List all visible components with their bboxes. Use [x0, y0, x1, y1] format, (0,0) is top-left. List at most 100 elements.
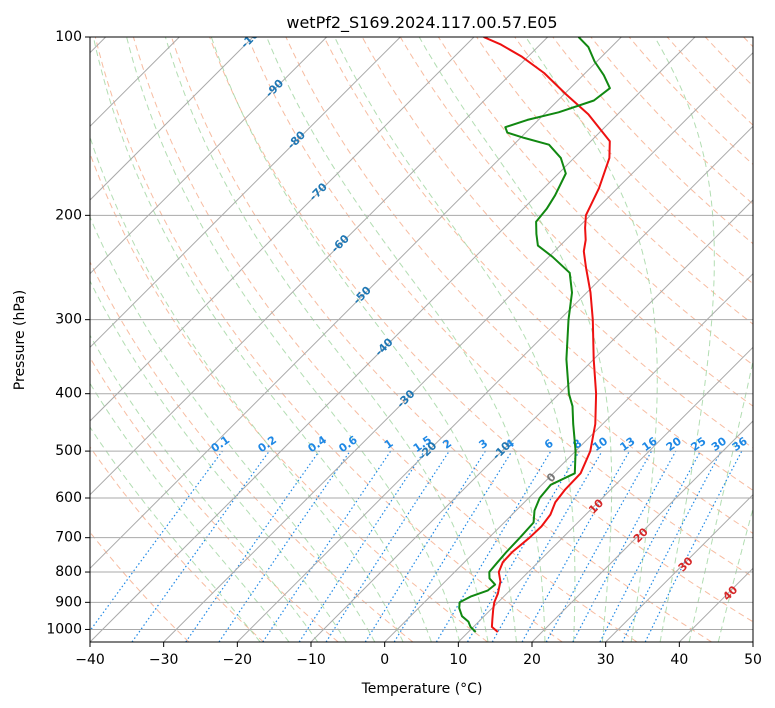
isotherm-label: 30 — [676, 554, 696, 574]
temperature-profile — [483, 37, 611, 633]
isotherm-label: 40 — [720, 583, 740, 603]
x-tick-label: 40 — [670, 652, 688, 668]
dry-adiabat — [399, 37, 753, 407]
x-tick-label: 30 — [597, 652, 615, 668]
mixing-ratio-line — [262, 450, 392, 642]
mixing-ratio-label: 3 — [477, 437, 491, 452]
dry-adiabat — [323, 37, 753, 491]
mixing-ratio-line — [466, 450, 580, 642]
isotherm-line — [752, 641, 753, 642]
dry-adiabat — [94, 37, 563, 642]
mixing-ratio-line — [393, 450, 513, 642]
isotherm-line — [90, 37, 696, 642]
mixing-ratio-label: 0.4 — [306, 433, 330, 455]
dry-adiabat — [514, 37, 753, 285]
plot-frame — [89, 36, 754, 643]
dry-adiabat — [666, 37, 753, 126]
x-tick-label: 0 — [380, 652, 389, 668]
mixing-ratio-line — [325, 450, 450, 642]
mixing-ratio-line — [298, 450, 425, 642]
isotherm-line — [236, 125, 753, 642]
moist-adiabat — [92, 37, 432, 642]
dry-adiabat — [704, 37, 753, 87]
dry-adiabat — [437, 37, 753, 366]
mixing-ratio-line — [364, 450, 486, 642]
isotherm-line — [310, 199, 753, 642]
mixing-ratio-line — [90, 450, 223, 632]
skewed-isotherms — [90, 37, 753, 642]
dry-adiabat — [90, 446, 264, 642]
dry-adiabat — [90, 152, 488, 642]
mixing-ratio-label: 2 — [440, 437, 454, 452]
isotherm-line — [678, 567, 753, 642]
mixing-ratio-line — [599, 450, 702, 642]
x-tick-label: 20 — [523, 652, 541, 668]
moist-adiabat — [90, 135, 404, 642]
x-tick-label: −40 — [75, 652, 105, 668]
dry-adiabat — [171, 37, 712, 642]
moist-adiabat — [418, 37, 613, 642]
moist-adiabat — [334, 37, 576, 642]
dry-adiabat — [90, 531, 190, 642]
moist-adiabat — [688, 358, 753, 642]
y-tick-label: 400 — [55, 386, 82, 402]
y-tick-label: 800 — [55, 564, 82, 580]
dry-adiabat — [743, 37, 753, 48]
moist-adiabat — [717, 506, 753, 642]
y-tick-label: 100 — [55, 29, 82, 45]
mixing-ratio-line — [572, 450, 677, 642]
mixing-ratio-line — [218, 450, 351, 642]
mixing-ratio-label: 0.1 — [209, 433, 232, 455]
isotherm-line — [90, 37, 254, 201]
isotherm-line — [90, 37, 549, 496]
mixing-ratio-lines — [90, 450, 743, 642]
dry-adiabat — [476, 37, 753, 325]
x-tick-label: −20 — [223, 652, 253, 668]
dry-adiabat — [132, 37, 638, 642]
plot-area: 0.1 0.2 0.4 0.6 1 1.5 2 3 4 6 8 10 13 16 20 25 30 36-100-… — [90, 37, 753, 642]
y-tick-label: 500 — [55, 443, 82, 459]
moist-adiabat — [90, 382, 290, 642]
chart-title: wetPf2_S169.2024.117.00.57.E05 — [286, 13, 557, 33]
moist-adiabat — [90, 279, 347, 642]
dry-adiabat — [90, 356, 339, 642]
isotherm-line — [90, 37, 622, 570]
isotherm-line — [90, 37, 401, 349]
isotherm-line — [90, 37, 475, 422]
moist-adiabat — [164, 37, 489, 642]
y-tick-label: 700 — [55, 530, 82, 546]
isotherm-line — [384, 272, 753, 642]
moist-adiabat — [90, 334, 319, 642]
isotherm-label: -30 — [394, 387, 417, 410]
y-tick-label: 1000 — [46, 621, 82, 637]
moist-adiabats — [90, 37, 753, 642]
x-tick-label: −30 — [149, 652, 179, 668]
mixing-ratio-line — [131, 450, 270, 642]
pressure-gridlines — [90, 37, 753, 630]
moist-adiabat — [266, 37, 546, 642]
mixing-ratio-label: 0.6 — [336, 433, 360, 455]
y-tick-label: 200 — [55, 207, 82, 223]
x-tick-label: −10 — [296, 652, 326, 668]
y-tick-label: 900 — [55, 594, 82, 610]
dry-adiabat — [90, 260, 414, 642]
moist-adiabat — [210, 37, 517, 642]
isotherm-line — [163, 51, 753, 642]
y-tick-label: 600 — [55, 490, 82, 506]
moist-adiabat — [525, 37, 658, 642]
dry-adiabat — [628, 37, 753, 166]
mixing-ratio-label: 6 — [542, 437, 556, 452]
y-tick-label: 300 — [55, 312, 82, 328]
y-axis-ticks: 100 200 300 400 500 600 700 800 900 1000 — [46, 29, 90, 637]
dry-adiabat — [209, 37, 753, 623]
dry-adiabat — [247, 37, 753, 578]
mixing-ratio-line — [185, 450, 320, 642]
moist-adiabat — [90, 215, 376, 642]
mixing-ratio-line — [491, 450, 603, 642]
mixing-ratio-line — [435, 450, 552, 642]
x-tick-label: 10 — [449, 652, 467, 668]
dry-adiabat — [590, 37, 753, 205]
x-axis-label: Temperature (°C) — [361, 681, 483, 697]
moist-adiabat — [126, 37, 461, 642]
